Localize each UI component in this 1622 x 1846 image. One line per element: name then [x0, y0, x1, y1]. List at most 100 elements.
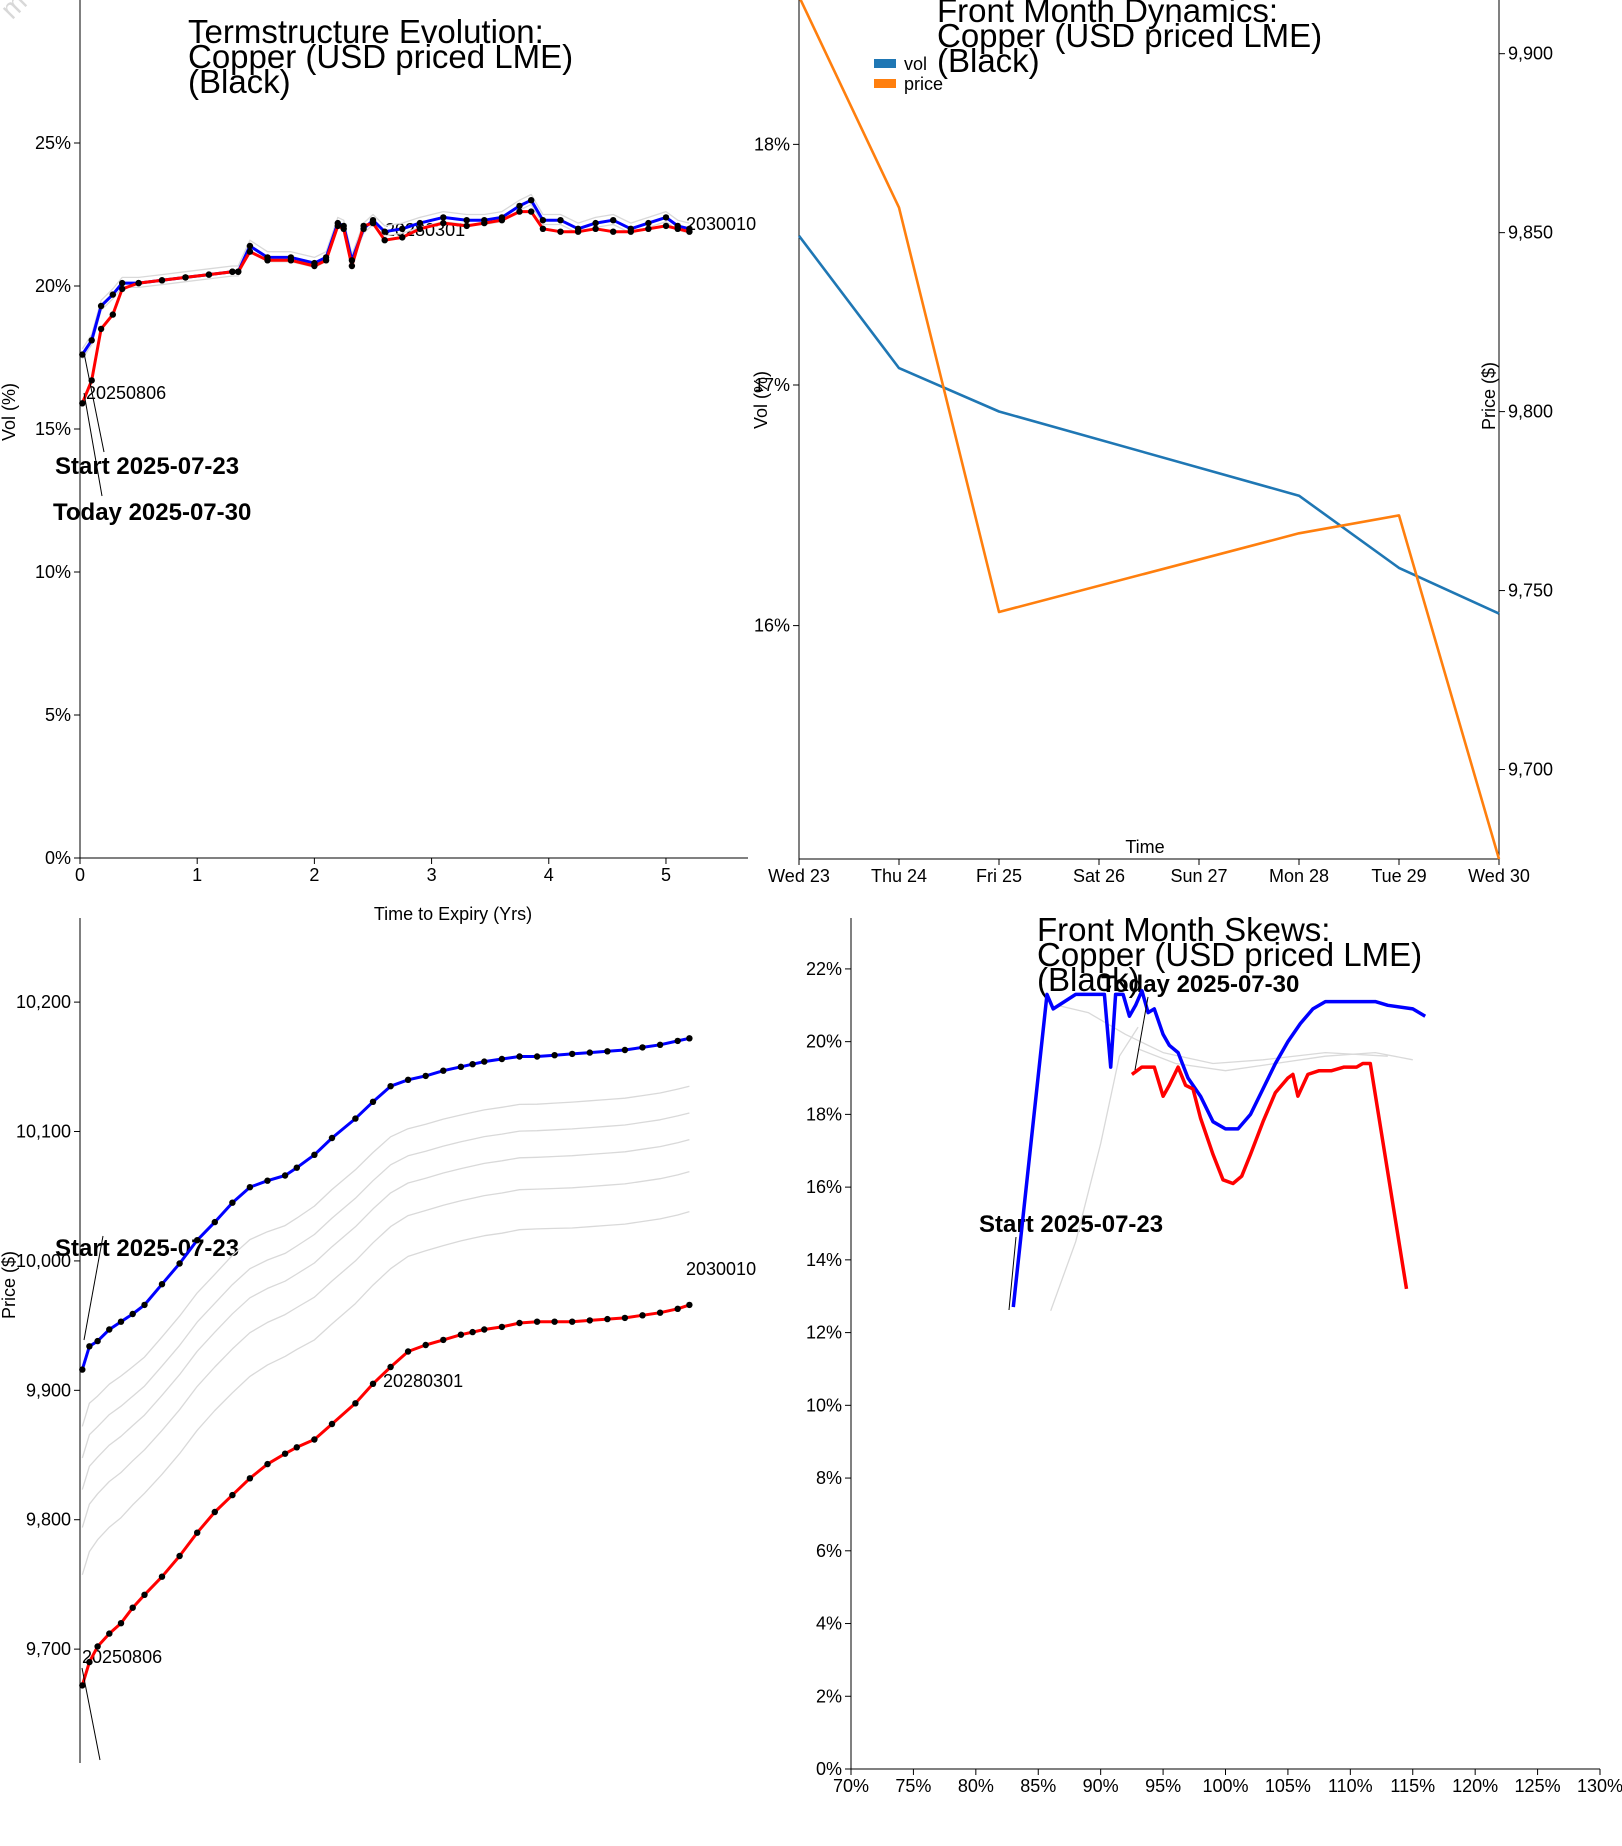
price-start-point-31: [569, 1050, 576, 1058]
price-today-point-7: [158, 1573, 166, 1580]
term-today-point-13: [287, 257, 295, 264]
term-x-tick-label-1: 1: [192, 865, 202, 885]
price-today-point-24: [457, 1331, 465, 1338]
dyn-x-tick-label-4: Sun 27: [1170, 866, 1227, 886]
legend-vol-label: vol: [904, 54, 927, 74]
price-start-point-4: [117, 1318, 125, 1325]
skew-today-annotation: Today 2025-07-30: [1101, 971, 1299, 998]
price-start-point-19: [369, 1098, 377, 1106]
dyn-y-tick-label-1: 17%: [754, 375, 790, 395]
price-today-point-20: [387, 1363, 394, 1371]
term-today-point-11: [246, 248, 254, 255]
term-start-point-0: [79, 351, 86, 358]
price-today-point-26: [481, 1326, 488, 1333]
price-today-point-25: [469, 1328, 476, 1336]
term-x-tick-label-3: 3: [427, 865, 437, 885]
skew-y-tick-label-7: 14%: [806, 1250, 842, 1270]
price-today-point-1: [86, 1658, 93, 1666]
dyn-x-tick-label-6: Tue 29: [1371, 866, 1426, 886]
term-start-point-36: [645, 219, 652, 227]
term-start-point-22: [399, 225, 406, 232]
term-y-tick-label-4: 20%: [35, 276, 71, 296]
price-history-line-2: [81, 1138, 690, 1490]
dyn-x-tick-label-0: Wed 23: [768, 866, 830, 886]
term-today-point-9: [229, 268, 236, 275]
price-today-point-21: [404, 1348, 412, 1355]
price-today-point-15: [293, 1444, 300, 1451]
term-today-point-24: [440, 219, 447, 227]
term-today-point-12: [264, 257, 271, 264]
skew-y-tick-label-10: 20%: [806, 1032, 842, 1052]
term-start-point-21: [381, 228, 388, 235]
price-start-point-34: [621, 1046, 629, 1054]
price-today-point-23: [440, 1336, 447, 1344]
term-start-point-37: [662, 214, 670, 221]
price-start-point-20: [387, 1083, 394, 1090]
price-today-point-9: [194, 1529, 201, 1536]
price-start-point-3: [106, 1326, 113, 1333]
term-y-axis-label: Vol (%): [0, 383, 19, 441]
skew-title-line-2: Copper (USD priced LME): [1037, 936, 1422, 973]
price-today-point-14: [281, 1450, 289, 1457]
skew-y-tick-label-2: 4%: [816, 1614, 842, 1634]
skew-y-tick-label-5: 10%: [806, 1395, 842, 1415]
term-start-point-4: [119, 279, 126, 287]
term-start-point-2: [97, 302, 105, 310]
dyn-price-line: [799, 0, 1501, 860]
skew-y-tick-label-4: 8%: [816, 1468, 842, 1488]
price-today-point-27: [498, 1323, 506, 1331]
price-today-point-17: [328, 1420, 336, 1428]
term-today-point-8: [205, 271, 213, 278]
term-today-point-31: [557, 228, 564, 235]
dyn-y-right-tick-label-1: 9,750: [1508, 581, 1553, 601]
price-start-point-1: [86, 1343, 93, 1350]
dyn-x-tick-label-3: Sat 26: [1073, 866, 1125, 886]
term-today-point-4: [119, 285, 126, 293]
price-start-point-2: [94, 1337, 101, 1345]
price-start-point-35: [639, 1044, 646, 1051]
skew-x-tick-label-5: 95%: [1145, 1776, 1181, 1796]
term-today-point-22: [399, 234, 406, 241]
term-start-point-25: [463, 217, 470, 224]
price-today-point-11: [229, 1491, 236, 1499]
price-y-tick-label-5: 10,200: [16, 992, 71, 1012]
price-y-tick-label-0: 9,700: [26, 1639, 71, 1659]
termstructure-chart: Termstructure Evolution: Copper (USD pri…: [0, 0, 756, 924]
term-x-axis-label: Time to Expiry (Yrs): [374, 904, 532, 924]
dyn-y-tick-label-0: 16%: [754, 616, 790, 636]
price-y-tick-label-4: 10,100: [16, 1122, 71, 1142]
term-today-point-30: [539, 225, 547, 232]
price-start-point-24: [457, 1063, 465, 1071]
watermark: m: [0, 0, 33, 25]
dyn-y-tick-label-2: 18%: [754, 134, 790, 154]
price-start-point-25: [469, 1061, 476, 1068]
skew-x-tick-label-3: 85%: [1020, 1776, 1056, 1796]
skew-y-tick-label-8: 16%: [806, 1177, 842, 1197]
legend-vol-swatch: [874, 59, 896, 68]
price-label-end: 2030010: [686, 1259, 756, 1279]
skew-x-tick-label-7: 105%: [1265, 1776, 1311, 1796]
price-start-arrow: [83, 1235, 104, 1341]
price-start-point-0: [79, 1366, 86, 1373]
dyn-x-axis-label: Time: [1125, 837, 1164, 857]
price-start-point-27: [498, 1055, 506, 1063]
skew-x-tick-label-11: 125%: [1515, 1776, 1561, 1796]
skew-x-tick-label-2: 80%: [958, 1776, 994, 1796]
term-y-tick-label-3: 15%: [35, 419, 71, 439]
term-today-point-0: [79, 400, 86, 407]
price-today-point-12: [246, 1475, 254, 1482]
term-start-point-18: [348, 257, 356, 264]
price-today-point-19: [369, 1380, 377, 1388]
term-x-tick-label-0: 0: [75, 865, 85, 885]
price-y-axis-label: Price ($): [0, 1251, 19, 1319]
skew-x-tick-label-10: 120%: [1452, 1776, 1498, 1796]
skew-series-start-line: [1011, 988, 1427, 1308]
price-start-point-16: [311, 1151, 318, 1159]
price-start-point-29: [533, 1053, 541, 1060]
price-start-point-12: [246, 1184, 254, 1191]
term-today-point-27: [498, 217, 506, 224]
price-today-point-18: [352, 1400, 359, 1407]
term-today-point-37: [662, 222, 670, 230]
price-start-point-13: [264, 1177, 271, 1184]
term-start-point-29: [528, 197, 535, 204]
